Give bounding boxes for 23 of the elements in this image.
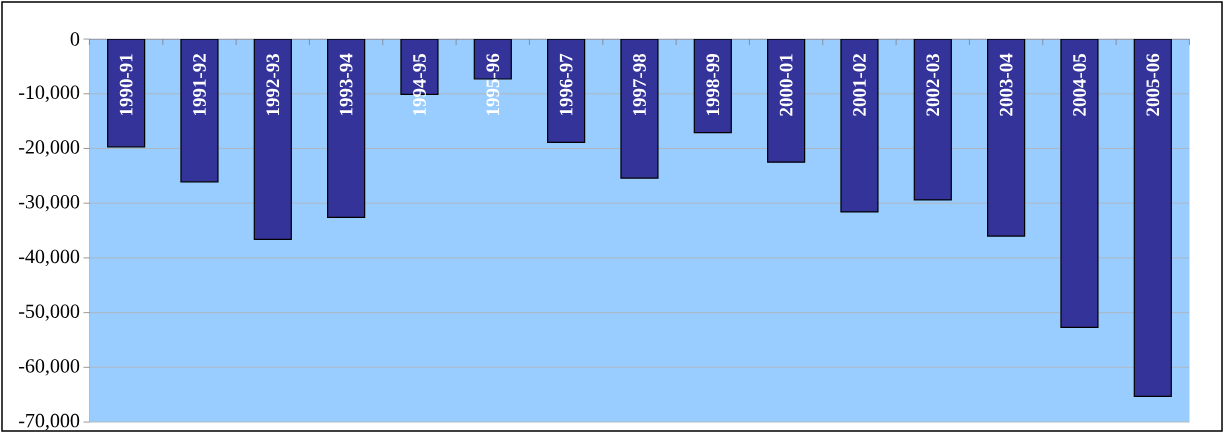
y-tick-label: -60,000 <box>19 359 80 376</box>
x-tick-label: 2000-01 <box>779 54 793 116</box>
y-tick-label: -20,000 <box>19 140 80 157</box>
x-tick-label: 1998-99 <box>706 54 720 116</box>
x-tick-label: 1992-93 <box>266 54 280 116</box>
x-tick-label: 1995-96 <box>486 54 500 116</box>
y-tick-label: -10,000 <box>19 85 80 103</box>
y-tick-label: -40,000 <box>19 249 80 267</box>
x-tick-label: 2003-04 <box>999 53 1013 116</box>
y-tick-label: -50,000 <box>19 304 80 322</box>
y-tick-label: -70,000 <box>19 414 80 431</box>
x-tick-label: 2005-06 <box>1146 54 1160 116</box>
y-tick-label: 0 <box>70 32 80 46</box>
x-tick-label: 1993-94 <box>339 53 353 116</box>
x-tick-label: 1996-97 <box>559 53 573 116</box>
x-tick-label: 1991-92 <box>193 54 206 116</box>
x-tick-label: 2001-02 <box>853 54 866 116</box>
x-tick-label: 1997-98 <box>633 54 646 116</box>
x-tick-label: 1994-95 <box>413 54 426 116</box>
x-tick-label: 1990-91 <box>119 54 133 116</box>
x-tick-label: 2002-03 <box>926 54 940 116</box>
x-tick-label: 2004-05 <box>1073 54 1086 116</box>
y-tick-label: -30,000 <box>19 195 80 212</box>
